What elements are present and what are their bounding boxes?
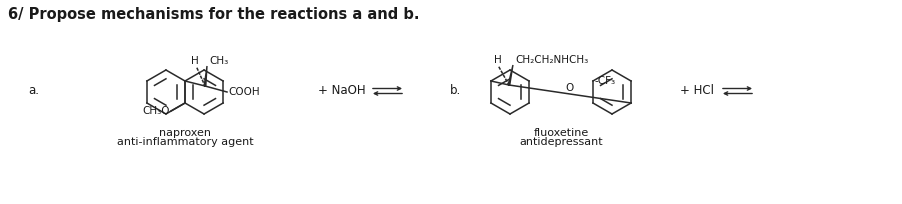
Text: anti-inflammatory agent: anti-inflammatory agent <box>116 137 253 147</box>
Polygon shape <box>204 66 207 86</box>
Text: CH₃: CH₃ <box>209 56 228 66</box>
Text: CH₃O: CH₃O <box>143 106 170 116</box>
Text: fluoxetine: fluoxetine <box>533 128 589 138</box>
Text: COOH: COOH <box>228 87 260 97</box>
Polygon shape <box>508 65 513 85</box>
Text: 6/ Propose mechanisms for the reactions a and b.: 6/ Propose mechanisms for the reactions … <box>8 7 419 22</box>
Text: b.: b. <box>450 84 461 98</box>
Text: + NaOH: + NaOH <box>318 84 365 98</box>
Text: O: O <box>566 83 575 93</box>
Text: -CF₃: -CF₃ <box>595 76 616 86</box>
Text: H: H <box>494 55 502 65</box>
Text: + HCl: + HCl <box>680 84 714 98</box>
Text: naproxen: naproxen <box>159 128 211 138</box>
Text: CH₂CH₂NHCH₃: CH₂CH₂NHCH₃ <box>515 55 588 65</box>
Text: a.: a. <box>28 84 39 98</box>
Text: H: H <box>191 56 199 66</box>
Text: antidepressant: antidepressant <box>520 137 603 147</box>
